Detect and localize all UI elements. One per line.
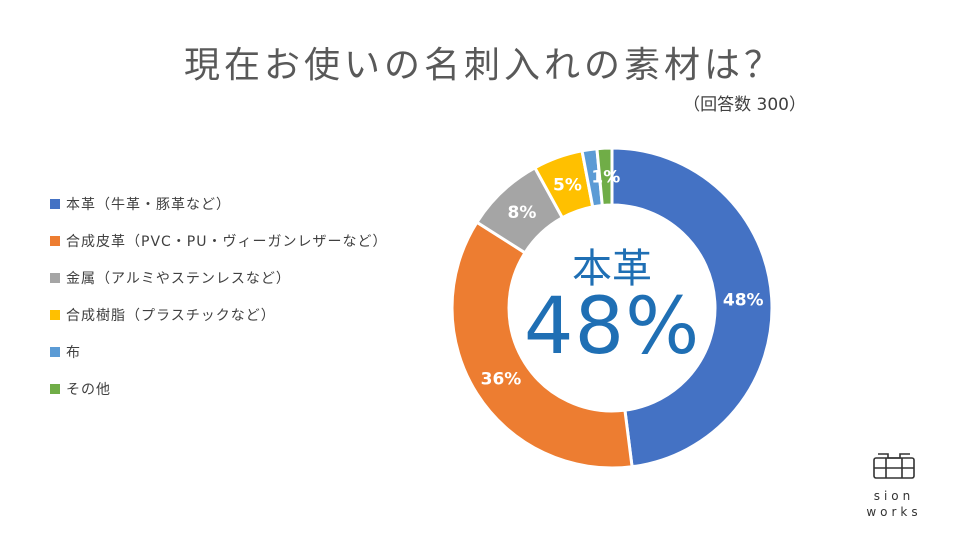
data-label-5: 1%	[591, 168, 620, 188]
chart-title: 現在お使いの名刺入れの素材は？	[183, 45, 784, 86]
legend-swatch	[50, 235, 60, 246]
data-label-1: 36%	[481, 369, 522, 389]
legend-swatch	[50, 272, 60, 283]
center-value: 48%	[523, 282, 701, 372]
chart-subtitle: （回答数 300）	[683, 95, 806, 115]
legend-item-synthetic-leather: 合成皮革（PVC・PU・ヴィーガンレザーなど）	[50, 222, 430, 259]
legend-item-cloth: 布	[50, 333, 430, 370]
legend-label: その他	[66, 381, 111, 398]
donut-slice-1	[450, 220, 634, 470]
sion-works-logo	[873, 453, 915, 479]
data-label-0: 48%	[723, 291, 764, 311]
legend-label: 合成皮革（PVC・PU・ヴィーガンレザーなど）	[66, 233, 388, 250]
logo-line1: sion	[873, 489, 915, 503]
legend-swatch	[50, 346, 60, 357]
legend-label: 本革（牛革・豚革など）	[66, 196, 231, 213]
legend-swatch	[50, 198, 60, 209]
donut-slice-5	[595, 146, 614, 208]
legend-label: 金属（アルミやステンレスなど）	[66, 270, 291, 287]
legend-item-metal: 金属（アルミやステンレスなど）	[50, 259, 430, 296]
legend-swatch	[50, 309, 60, 320]
legend-label: 合成樹脂（プラスチックなど）	[66, 307, 276, 324]
data-label-3: 5%	[553, 175, 582, 195]
donut-slice-0	[610, 146, 774, 469]
legend-item-resin: 合成樹脂（プラスチックなど）	[50, 296, 430, 333]
legend: 本革（牛革・豚革など） 合成皮革（PVC・PU・ヴィーガンレザーなど） 金属（ア…	[50, 185, 430, 407]
data-label-2: 8%	[508, 203, 537, 223]
center-label: 本革	[572, 246, 652, 292]
legend-item-genuine-leather: 本革（牛革・豚革など）	[50, 185, 430, 222]
logo-line2: works	[866, 505, 922, 519]
logo-text: sion works	[858, 488, 930, 520]
legend-swatch	[50, 383, 60, 394]
legend-label: 布	[66, 344, 81, 361]
legend-item-other: その他	[50, 370, 430, 407]
